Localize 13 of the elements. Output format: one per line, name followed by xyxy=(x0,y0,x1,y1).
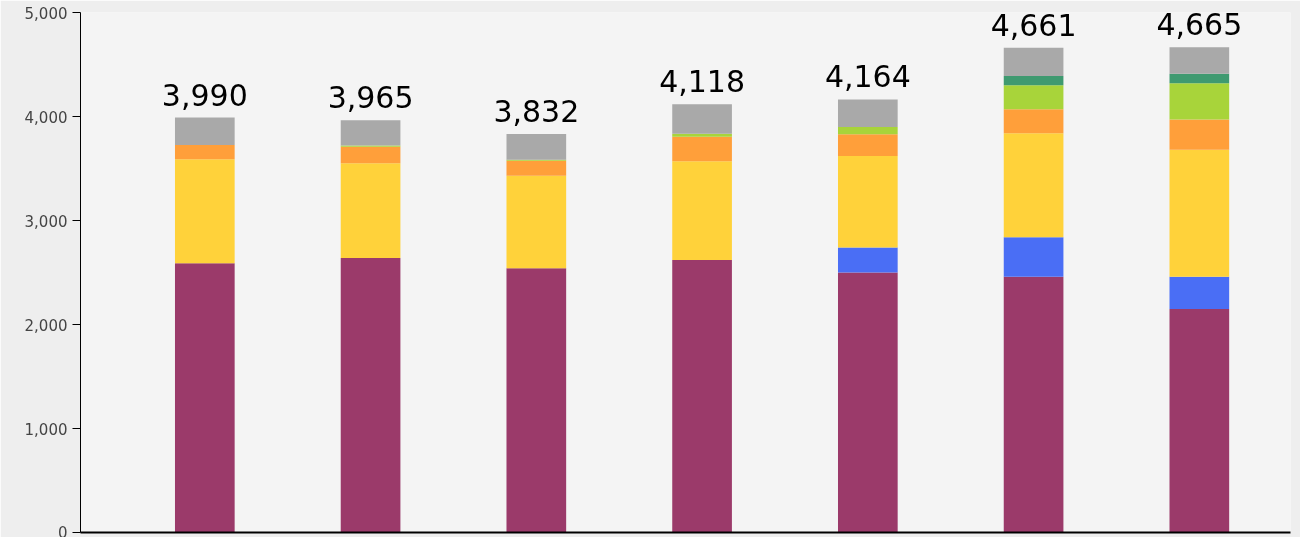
total-label: 3,832 xyxy=(493,93,580,129)
total-label: 3,965 xyxy=(327,80,414,116)
total-label: 4,665 xyxy=(1156,7,1243,43)
total-label: 4,164 xyxy=(824,59,911,95)
y-tick-label: 3,000 xyxy=(24,212,68,231)
total-label: 4,118 xyxy=(659,64,746,100)
y-tick-label: 1,000 xyxy=(24,420,68,439)
y-tick-label: 2,000 xyxy=(24,316,68,335)
y-tick-label: 4,000 xyxy=(24,108,68,127)
total-label: 3,990 xyxy=(161,77,248,113)
y-tick-label: 5,000 xyxy=(24,4,68,23)
y-tick-label: 0 xyxy=(57,523,68,537)
total-label: 4,661 xyxy=(990,7,1077,43)
